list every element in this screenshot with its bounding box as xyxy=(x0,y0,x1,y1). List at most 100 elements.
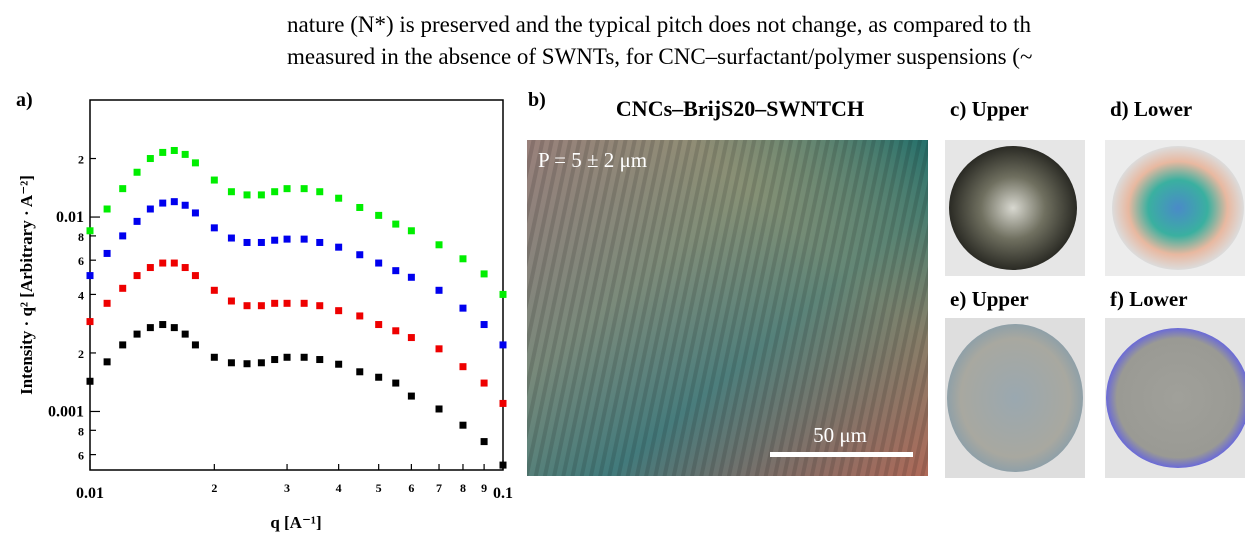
x-tick-label: 4 xyxy=(336,481,342,495)
data-point xyxy=(335,307,343,315)
data-point xyxy=(170,198,178,206)
data-point xyxy=(181,150,189,158)
data-point xyxy=(316,302,324,310)
data-point xyxy=(459,421,467,429)
data-point xyxy=(243,238,251,246)
y-tick-label: 8 xyxy=(78,230,84,244)
scale-bar xyxy=(770,452,913,457)
data-point xyxy=(271,299,279,307)
data-point xyxy=(86,318,94,326)
body-line: measured in the absence of SWNTs, for CN… xyxy=(287,44,1032,69)
data-point xyxy=(159,259,167,267)
data-point xyxy=(170,146,178,154)
data-point xyxy=(210,224,218,232)
y-tick-label: 2 xyxy=(78,153,84,167)
data-point xyxy=(227,359,235,367)
data-point xyxy=(133,217,141,225)
panel-label: d) Lower xyxy=(1110,97,1192,121)
data-point xyxy=(375,373,383,381)
data-point xyxy=(435,241,443,249)
data-point xyxy=(499,399,507,407)
data-point xyxy=(227,234,235,242)
data-point xyxy=(227,297,235,305)
data-point xyxy=(133,330,141,338)
data-point xyxy=(300,185,308,193)
data-point xyxy=(407,334,415,342)
data-point xyxy=(459,363,467,371)
data-point xyxy=(316,238,324,246)
plot-frame xyxy=(89,99,504,471)
data-point xyxy=(392,220,400,228)
y-tick-label: 8 xyxy=(78,424,84,438)
data-point xyxy=(356,203,364,211)
x-tick-label: 0.1 xyxy=(493,485,513,502)
x-tick-label: 7 xyxy=(436,481,442,495)
data-point xyxy=(407,392,415,400)
data-point xyxy=(335,360,343,368)
y-tick-label: 6 xyxy=(78,254,84,268)
micrograph-stripes xyxy=(527,140,928,476)
data-point xyxy=(146,324,154,332)
data-point xyxy=(257,191,265,199)
data-point xyxy=(119,284,127,292)
data-point xyxy=(335,194,343,202)
data-point xyxy=(146,205,154,213)
data-point xyxy=(181,264,189,272)
data-point xyxy=(181,330,189,338)
data-point xyxy=(499,461,507,469)
data-point xyxy=(159,321,167,329)
y-tick-label: 4 xyxy=(78,288,84,302)
data-point xyxy=(392,267,400,275)
droplet xyxy=(1112,146,1244,270)
y-tick-label: 6 xyxy=(78,449,84,463)
data-point xyxy=(159,199,167,207)
data-point xyxy=(375,259,383,267)
data-point xyxy=(133,168,141,176)
x-axis-label: q [A⁻¹] xyxy=(270,513,321,532)
data-point xyxy=(283,235,291,243)
data-point xyxy=(459,255,467,263)
data-point xyxy=(435,345,443,353)
data-point xyxy=(283,353,291,361)
data-point xyxy=(271,236,279,244)
data-point xyxy=(356,368,364,376)
data-point xyxy=(103,299,111,307)
data-point xyxy=(257,359,265,367)
data-point xyxy=(499,290,507,298)
data-point xyxy=(392,379,400,387)
data-point xyxy=(257,238,265,246)
data-point xyxy=(103,205,111,213)
data-point xyxy=(435,286,443,294)
data-point xyxy=(480,270,488,278)
panel-label: c) Upper xyxy=(950,97,1029,121)
data-point xyxy=(271,356,279,364)
data-point xyxy=(375,321,383,329)
data-point xyxy=(146,264,154,272)
data-point xyxy=(119,341,127,349)
data-point xyxy=(300,353,308,361)
data-point xyxy=(86,227,94,235)
data-point xyxy=(86,377,94,385)
data-point xyxy=(191,209,199,217)
data-point xyxy=(119,185,127,193)
data-point xyxy=(459,304,467,312)
scale-label: 50 μm xyxy=(813,423,867,447)
data-point xyxy=(170,259,178,267)
panel-title: CNCs–BrijS20–SWNTCH xyxy=(616,96,864,121)
data-point xyxy=(243,302,251,310)
data-point xyxy=(407,273,415,281)
data-point xyxy=(210,286,218,294)
data-point xyxy=(480,438,488,446)
pitch-label: P = 5 ± 2 μm xyxy=(538,148,647,172)
data-point xyxy=(335,243,343,251)
y-tick-label: 2 xyxy=(78,347,84,361)
droplet xyxy=(1106,328,1245,468)
data-point xyxy=(300,299,308,307)
data-point xyxy=(480,321,488,329)
data-point xyxy=(210,353,218,361)
data-point xyxy=(191,272,199,280)
data-point xyxy=(103,249,111,257)
data-point xyxy=(257,302,265,310)
data-point xyxy=(210,176,218,184)
